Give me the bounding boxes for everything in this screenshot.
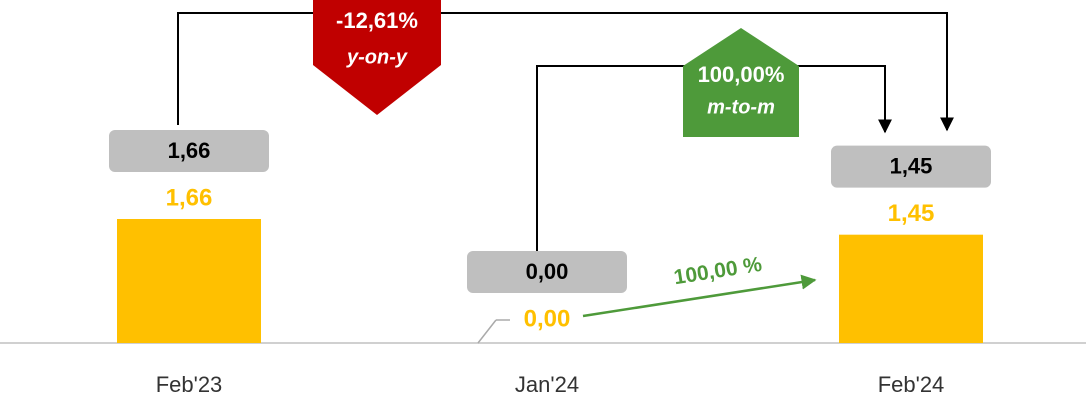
- bar: [839, 234, 983, 343]
- mom-value: 100,00%: [698, 62, 785, 87]
- x-tick-label: Feb'23: [156, 372, 223, 397]
- box-label: 0,00: [526, 259, 569, 284]
- value-label: 1,45: [888, 200, 935, 227]
- leader-line: [477, 319, 497, 344]
- box-label: 1,45: [890, 153, 933, 178]
- mom-badge: [683, 28, 799, 137]
- value-label: 1,66: [166, 184, 213, 211]
- x-tick-label: Jan'24: [515, 372, 579, 397]
- value-label: 0,00: [524, 305, 571, 332]
- growth-arrow: [582, 274, 817, 318]
- growth-label: 100,00 %: [672, 253, 764, 290]
- label-box: [467, 251, 627, 293]
- mom-caption: m-to-m: [707, 96, 775, 118]
- label-box: [109, 129, 269, 172]
- bar: [117, 218, 261, 343]
- x-tick-label: Feb'24: [878, 372, 945, 397]
- yoy-badge: [313, 0, 441, 115]
- yoy-value: -12,61%: [336, 8, 418, 33]
- label-box: [831, 145, 991, 188]
- yoy-connector: [177, 12, 954, 132]
- yoy-caption: y-on-y: [346, 46, 408, 68]
- box-label: 1,66: [168, 138, 211, 163]
